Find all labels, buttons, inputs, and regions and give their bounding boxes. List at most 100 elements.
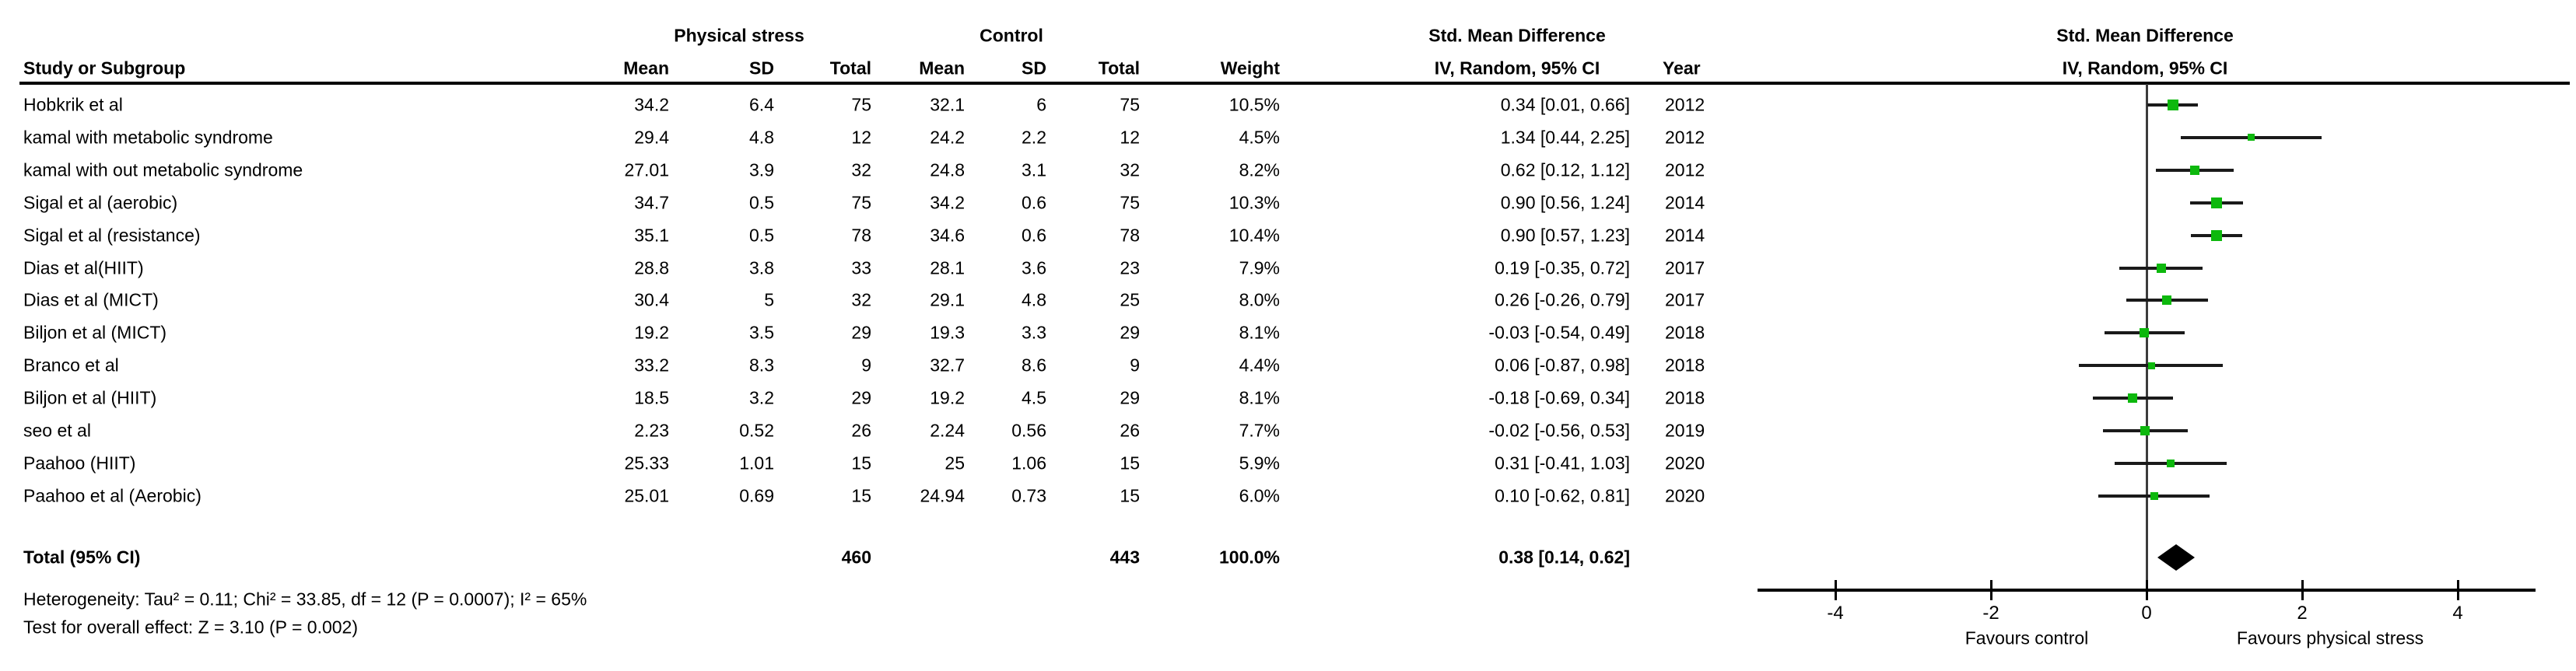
ci-marker	[2211, 230, 2222, 241]
cell-sd-experimental: 0.52	[739, 420, 774, 441]
cell-total-experimental: 15	[851, 485, 871, 506]
column-header-year: Year	[1663, 58, 1701, 79]
plot-header-line2: IV, Random, 95% CI	[2062, 58, 2228, 79]
column-header-smd-line2: IV, Random, 95% CI	[1434, 58, 1600, 79]
cell-sd-experimental: 5	[764, 289, 774, 310]
x-axis-tick-label: 4	[2452, 603, 2463, 624]
cell-smd-ci: 0.06 [-0.87, 0.98]	[1495, 355, 1630, 376]
x-axis-tick	[1990, 580, 1992, 600]
total-cell-weight: 100.0%	[1218, 547, 1280, 568]
cell-total-experimental: 15	[851, 453, 871, 474]
cell-mean-control: 24.94	[920, 485, 965, 506]
ci-marker	[2148, 362, 2155, 369]
cell-weight: 10.5%	[1228, 94, 1280, 115]
cell-sd-control: 0.6	[1022, 192, 1046, 213]
cell-mean-experimental: 29.4	[634, 127, 669, 148]
favours-control-label: Favours control	[1964, 627, 2089, 648]
cell-mean-control: 19.3	[930, 322, 965, 343]
cell-sd-control: 0.73	[1011, 485, 1046, 506]
cell-year: 2014	[1665, 225, 1705, 246]
x-axis-tick-label: -2	[1982, 603, 1999, 624]
summary-diamond	[2157, 544, 2195, 571]
x-axis-tick-label: 0	[2141, 603, 2152, 624]
table-row-study-name: kamal with metabolic syndrome	[23, 127, 273, 148]
cell-smd-ci: 1.34 [0.44, 2.25]	[1500, 127, 1630, 148]
cell-mean-control: 34.2	[930, 192, 965, 213]
cell-year: 2018	[1665, 355, 1705, 376]
cell-total-experimental: 32	[851, 159, 871, 180]
cell-sd-control: 3.6	[1022, 257, 1046, 278]
cell-year: 2012	[1665, 159, 1705, 180]
cell-sd-control: 4.8	[1022, 289, 1046, 310]
ci-marker	[2162, 295, 2171, 305]
cell-total-control: 78	[1120, 225, 1140, 246]
cell-mean-experimental: 28.8	[634, 257, 669, 278]
cell-total-control: 9	[1130, 355, 1140, 376]
table-row-study-name: Paahoo et al (Aerobic)	[23, 485, 202, 506]
cell-smd-ci: -0.02 [-0.56, 0.53]	[1488, 420, 1630, 441]
x-axis-tick-label: -4	[1827, 603, 1844, 624]
cell-sd-control: 1.06	[1011, 453, 1046, 474]
cell-total-control: 29	[1120, 387, 1140, 408]
table-row-study-name: Dias et al(HIIT)	[23, 257, 144, 278]
table-row-study-name: Sigal et al (aerobic)	[23, 192, 178, 213]
cell-sd-experimental: 8.3	[749, 355, 774, 376]
cell-sd-control: 0.6	[1022, 225, 1046, 246]
table-row-study-name: Hobkrik et al	[23, 94, 123, 115]
group-header-control: Control	[980, 25, 1043, 46]
column-header-study: Study or Subgroup	[23, 58, 186, 79]
cell-weight: 10.3%	[1228, 192, 1280, 213]
cell-year: 2018	[1665, 387, 1705, 408]
cell-weight: 7.9%	[1239, 257, 1280, 278]
cell-weight: 4.5%	[1239, 127, 1280, 148]
cell-sd-experimental: 3.2	[749, 387, 774, 408]
cell-mean-control: 24.2	[930, 127, 965, 148]
cell-mean-experimental: 19.2	[634, 322, 669, 343]
cell-mean-control: 24.8	[930, 159, 965, 180]
cell-sd-experimental: 3.8	[749, 257, 774, 278]
total-cell-smd-ci: 0.38 [0.14, 0.62]	[1498, 547, 1630, 568]
cell-smd-ci: 0.62 [0.12, 1.12]	[1500, 159, 1630, 180]
cell-smd-ci: -0.18 [-0.69, 0.34]	[1488, 387, 1630, 408]
cell-sd-control: 0.56	[1011, 420, 1046, 441]
cell-total-control: 23	[1120, 257, 1140, 278]
column-header-total-experimental: Total	[829, 58, 871, 79]
cell-year: 2012	[1665, 127, 1705, 148]
total-row-label: Total (95% CI)	[23, 547, 141, 568]
cell-weight: 8.2%	[1239, 159, 1280, 180]
cell-mean-control: 32.7	[930, 355, 965, 376]
cell-sd-experimental: 0.5	[749, 225, 774, 246]
cell-smd-ci: 0.90 [0.57, 1.23]	[1500, 225, 1630, 246]
cell-mean-control: 28.1	[930, 257, 965, 278]
cell-weight: 4.4%	[1239, 355, 1280, 376]
cell-weight: 7.7%	[1239, 420, 1280, 441]
heterogeneity-note: Heterogeneity: Tau² = 0.11; Chi² = 33.85…	[23, 589, 587, 610]
table-row-study-name: Dias et al (MICT)	[23, 289, 159, 310]
cell-mean-experimental: 34.7	[634, 192, 669, 213]
cell-mean-control: 34.6	[930, 225, 965, 246]
table-row-study-name: Paahoo (HIIT)	[23, 453, 136, 474]
cell-total-control: 25	[1120, 289, 1140, 310]
cell-year: 2017	[1665, 257, 1705, 278]
cell-sd-control: 8.6	[1022, 355, 1046, 376]
cell-sd-control: 2.2	[1022, 127, 1046, 148]
cell-total-experimental: 78	[851, 225, 871, 246]
column-header-total-control: Total	[1098, 58, 1140, 79]
ci-marker	[2157, 264, 2166, 273]
table-row-study-name: Biljon et al (HIIT)	[23, 387, 157, 408]
table-row-study-name: kamal with out metabolic syndrome	[23, 159, 303, 180]
cell-smd-ci: 0.19 [-0.35, 0.72]	[1495, 257, 1630, 278]
cell-total-experimental: 75	[851, 192, 871, 213]
cell-mean-experimental: 18.5	[634, 387, 669, 408]
cell-total-experimental: 29	[851, 387, 871, 408]
cell-total-control: 75	[1120, 192, 1140, 213]
cell-mean-control: 2.24	[930, 420, 965, 441]
cell-sd-experimental: 3.9	[749, 159, 774, 180]
zero-line	[2146, 84, 2148, 591]
x-axis-tick	[2457, 580, 2459, 600]
ci-marker	[2128, 393, 2137, 403]
cell-smd-ci: 0.90 [0.56, 1.24]	[1500, 192, 1630, 213]
cell-sd-experimental: 0.69	[739, 485, 774, 506]
cell-weight: 8.1%	[1239, 387, 1280, 408]
cell-mean-experimental: 34.2	[634, 94, 669, 115]
